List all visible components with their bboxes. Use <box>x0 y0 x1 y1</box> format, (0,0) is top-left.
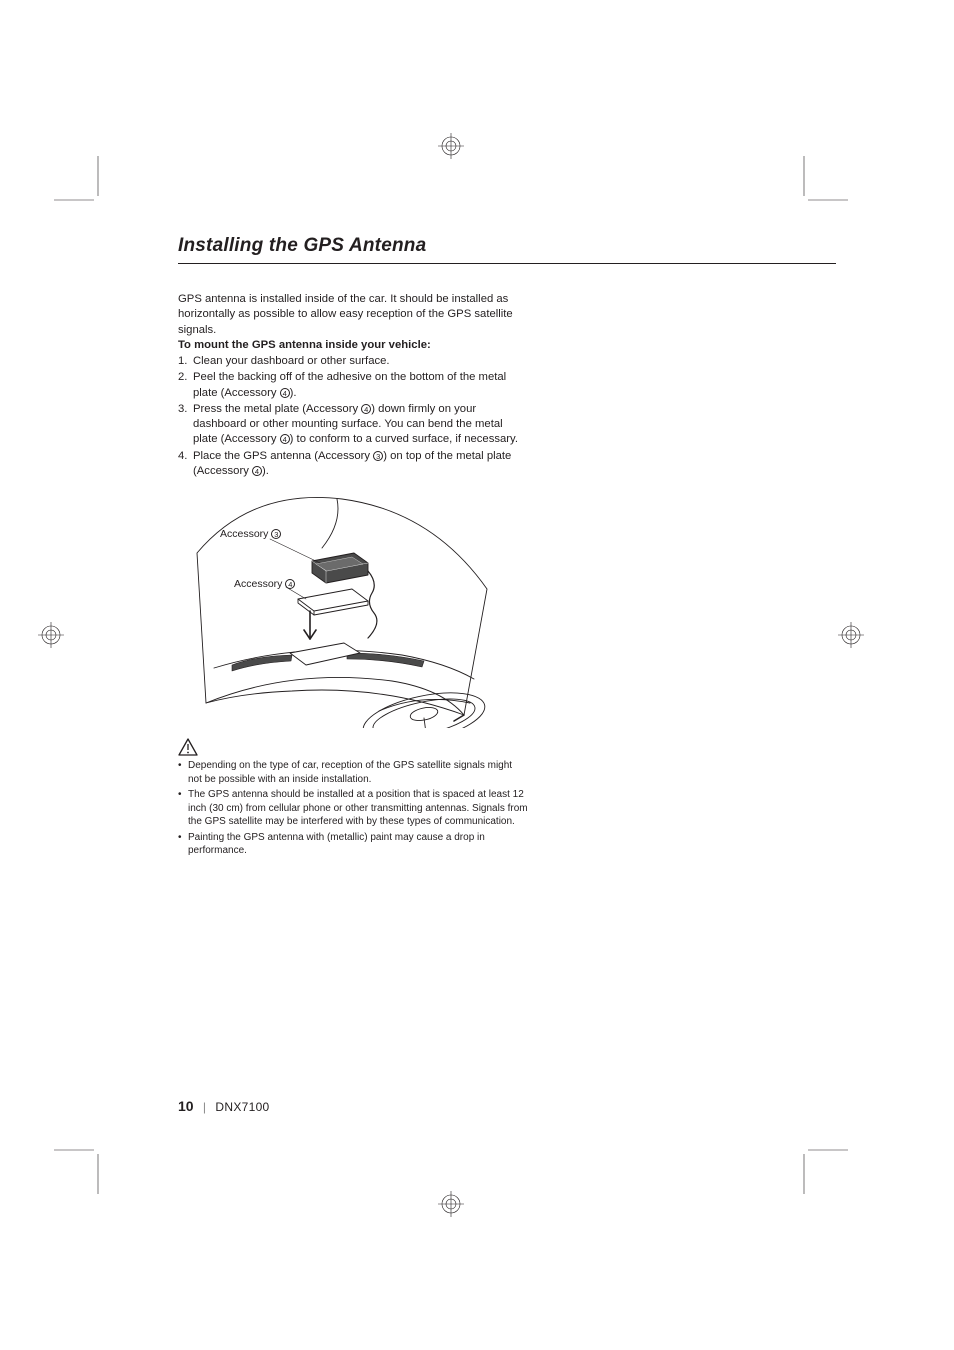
step-3: Press the metal plate (Accessory 4) down… <box>178 402 520 448</box>
notes-list: Depending on the type of car, reception … <box>178 759 528 858</box>
reg-mark-top <box>436 131 466 166</box>
model-name: DNX7100 <box>215 1100 269 1114</box>
footer-sep: | <box>203 1100 206 1114</box>
reg-mark-right <box>836 620 866 655</box>
body-column: GPS antenna is installed inside of the c… <box>178 292 520 858</box>
diagram-label-acc4: Accessory 4 <box>234 577 295 591</box>
mount-heading: To mount the GPS antenna inside your veh… <box>178 338 520 353</box>
page-footer: 10 | DNX7100 <box>178 1098 270 1114</box>
note-2: The GPS antenna should be installed at a… <box>178 788 528 829</box>
step-list: Clean your dashboard or other surface. P… <box>178 354 520 479</box>
note-3: Painting the GPS antenna with (metallic)… <box>178 831 528 858</box>
reg-mark-left <box>36 620 66 655</box>
intro-text: GPS antenna is installed inside of the c… <box>178 292 520 338</box>
crop-mark-bl <box>54 1134 114 1194</box>
step-1: Clean your dashboard or other surface. <box>178 354 520 369</box>
page-content: Installing the GPS Antenna GPS antenna i… <box>178 235 836 860</box>
crop-mark-tr <box>788 156 848 216</box>
install-diagram: Accessory 3 Accessory 4 <box>192 493 502 728</box>
step-4: Place the GPS antenna (Accessory 3) on t… <box>178 449 520 480</box>
reg-mark-bottom <box>436 1189 466 1224</box>
page-number: 10 <box>178 1098 194 1114</box>
crop-mark-tl <box>54 156 114 216</box>
note-1: Depending on the type of car, reception … <box>178 759 528 786</box>
diagram-label-acc3: Accessory 3 <box>220 527 281 541</box>
step-2: Peel the backing off of the adhesive on … <box>178 370 520 401</box>
page-title: Installing the GPS Antenna <box>178 235 836 264</box>
crop-mark-br <box>788 1134 848 1194</box>
warning-icon <box>178 738 520 756</box>
